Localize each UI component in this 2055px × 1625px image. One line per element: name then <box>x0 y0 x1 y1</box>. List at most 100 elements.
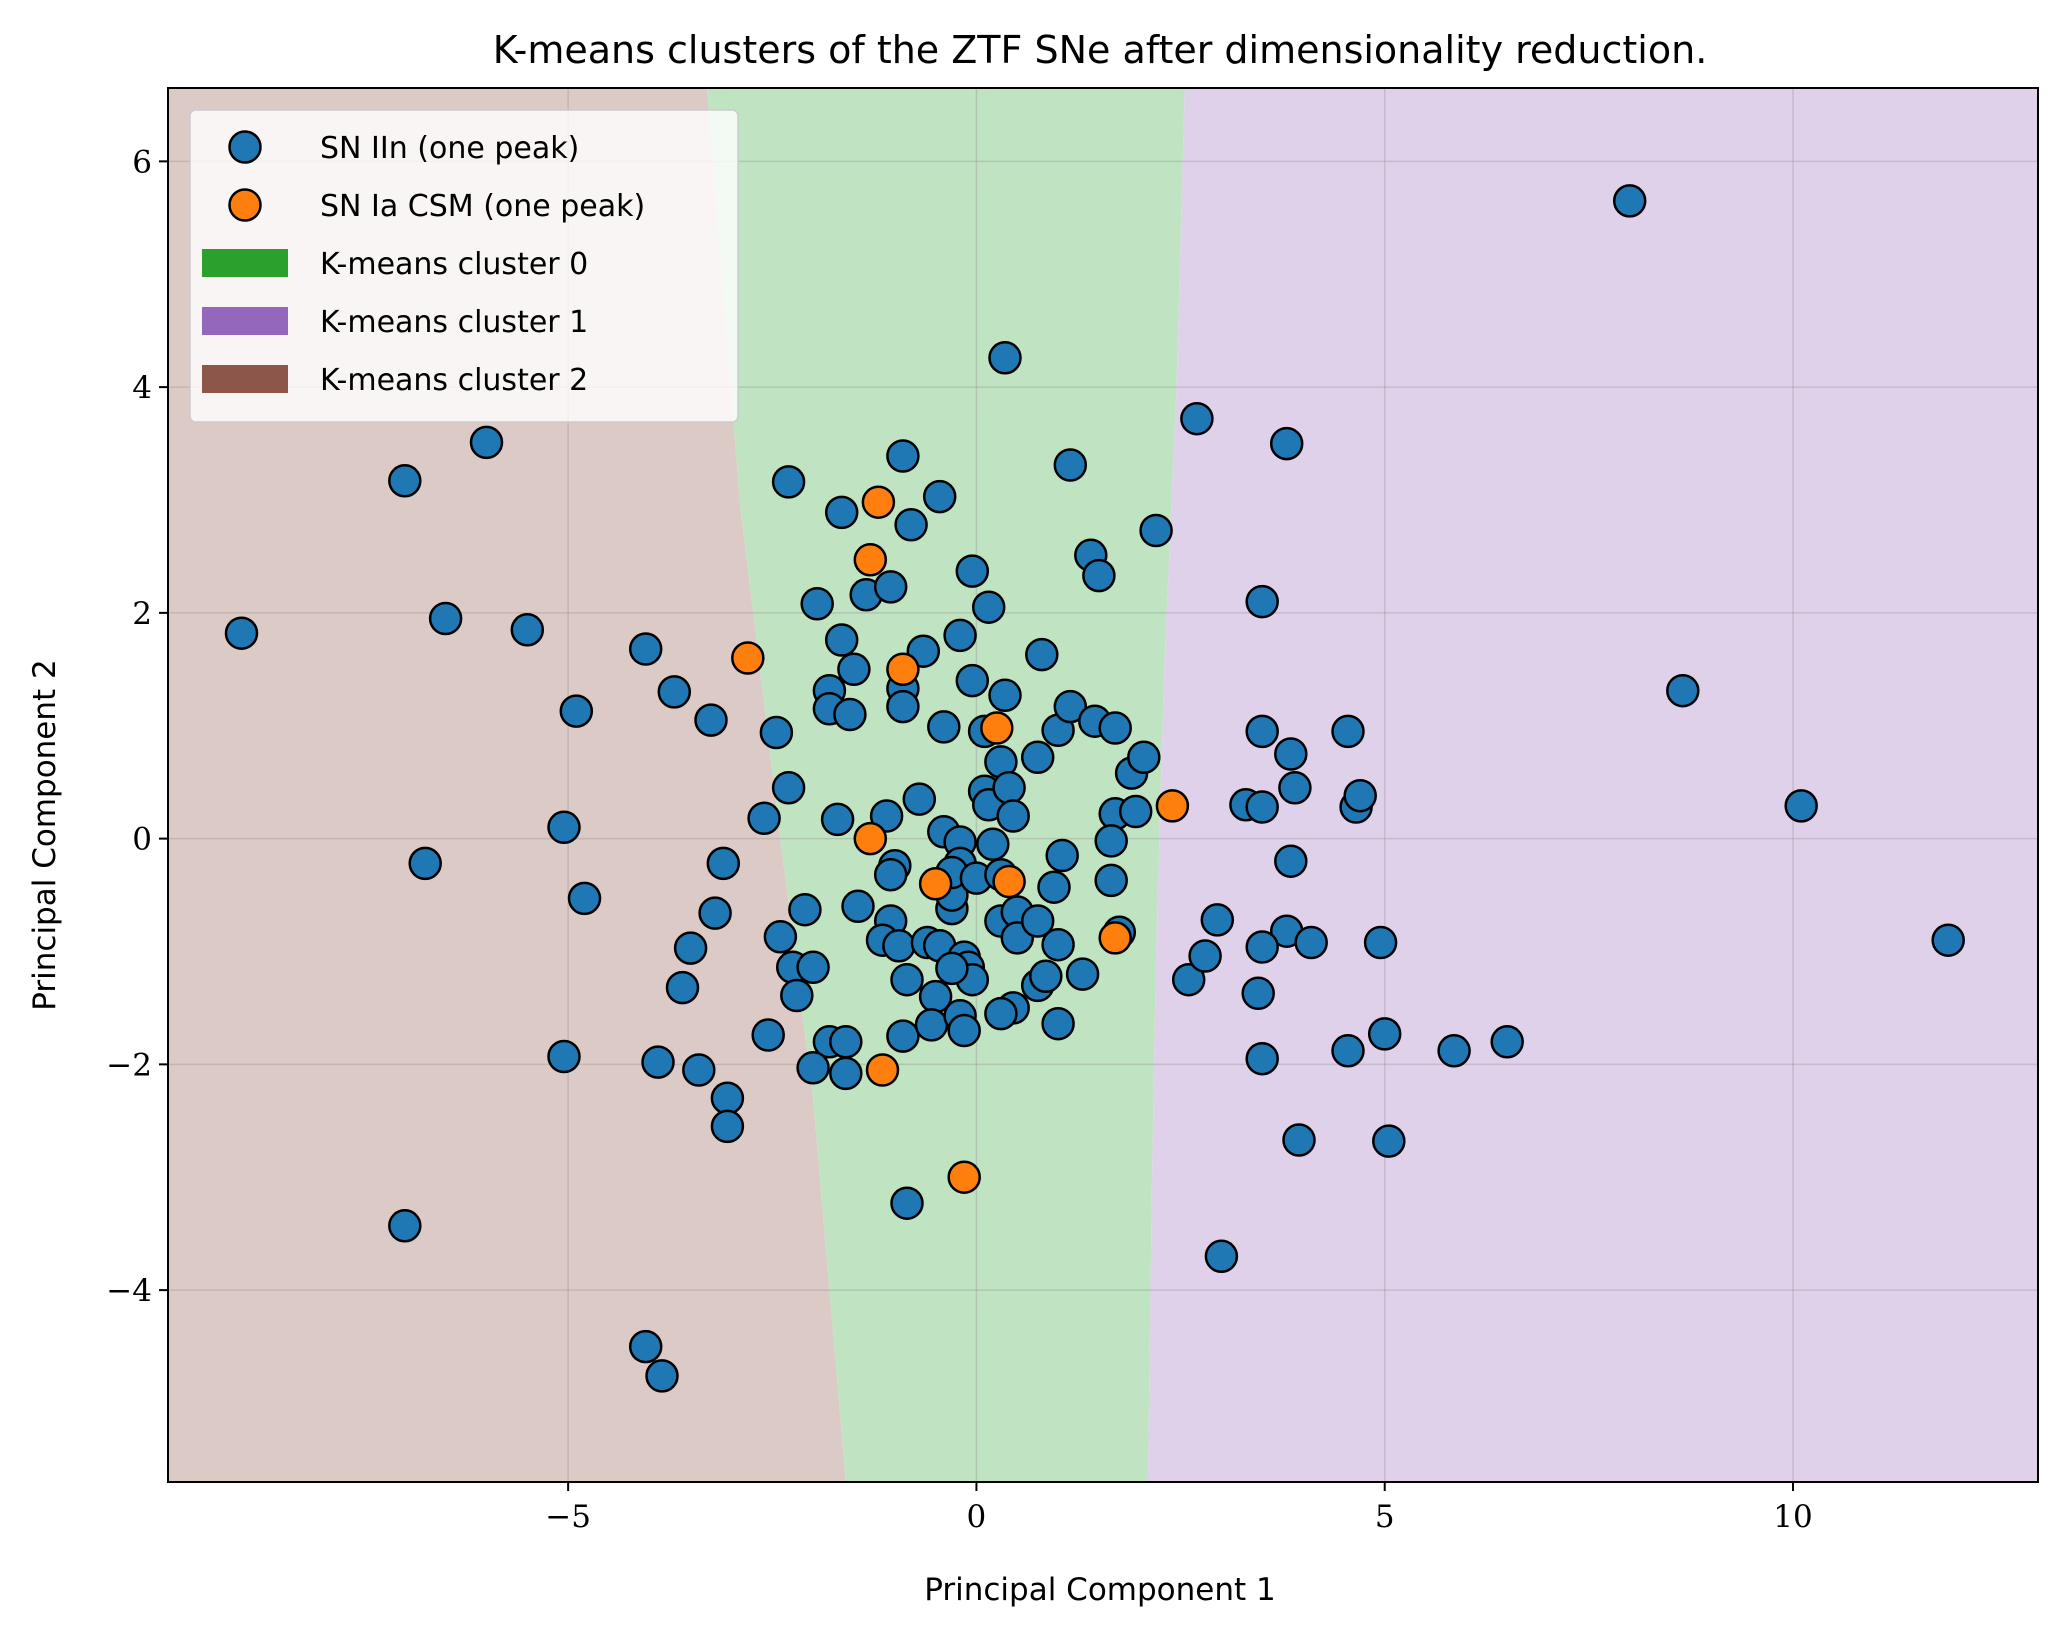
data-point <box>1045 838 1079 873</box>
data-point <box>1241 976 1275 1011</box>
data-point <box>645 1359 679 1393</box>
data-point <box>388 464 422 498</box>
data-point <box>682 1053 716 1087</box>
data-point <box>837 652 871 687</box>
data-point <box>1053 689 1088 724</box>
data-point <box>1245 584 1279 619</box>
legend-label: K-means cluster 2 <box>320 363 588 398</box>
data-point <box>224 616 259 650</box>
data-point <box>882 929 916 963</box>
data-point <box>988 678 1022 713</box>
data-point <box>984 996 1018 1031</box>
data-point <box>547 1039 581 1074</box>
data-point <box>1098 711 1132 745</box>
data-point <box>833 697 867 732</box>
grid <box>168 88 2038 1482</box>
data-point <box>988 341 1022 375</box>
axes-frame <box>167 87 2039 1483</box>
data-point <box>829 1025 863 1059</box>
data-point <box>890 962 924 997</box>
data-point <box>894 508 928 542</box>
y-tick-label: 4 <box>132 370 152 406</box>
data-point <box>976 827 1010 862</box>
legend-label: K-means cluster 1 <box>320 305 588 340</box>
data-point <box>408 846 442 881</box>
legend-label: SN Ia CSM (one peak) <box>320 189 645 224</box>
data-point <box>751 1018 785 1052</box>
data-point <box>1245 790 1279 824</box>
data-point <box>1098 921 1132 955</box>
data-point <box>1245 714 1279 749</box>
data-point <box>559 694 594 728</box>
data-point <box>1666 673 1700 708</box>
data-point <box>747 801 781 836</box>
data-point <box>886 1019 920 1053</box>
x-tick-label: −5 <box>545 1499 591 1535</box>
data-point <box>1294 925 1328 960</box>
data-point <box>1065 957 1100 991</box>
data-point <box>1245 930 1279 964</box>
region-cluster-0 <box>707 88 1185 1482</box>
scatter-points <box>224 184 1965 1393</box>
data-point <box>1029 959 1063 994</box>
legend-label: SN IIn (one peak) <box>320 131 579 166</box>
data-point <box>1200 903 1235 937</box>
data-point <box>1171 962 1206 997</box>
cluster-regions <box>168 88 2038 1482</box>
data-point <box>1053 448 1088 482</box>
data-point <box>873 857 908 892</box>
chart-title: K-means clusters of the ZTF SNe after di… <box>493 28 1708 72</box>
x-axis-label: Principal Component 1 <box>924 1572 1276 1608</box>
data-point <box>1490 1025 1524 1059</box>
data-point <box>886 652 920 687</box>
data-point <box>927 710 961 744</box>
data-point <box>657 675 692 709</box>
data-point <box>865 1053 900 1087</box>
data-point <box>731 641 765 675</box>
data-point <box>771 771 806 805</box>
data-point <box>428 601 463 636</box>
data-point <box>947 1160 981 1194</box>
data-point <box>1127 740 1161 775</box>
data-point <box>788 892 822 927</box>
data-point <box>1274 737 1308 771</box>
data-point <box>1041 1006 1075 1041</box>
data-point <box>873 570 908 604</box>
legend: SN IIn (one peak) SN Ia CSM (one peak) K-m… <box>189 109 739 423</box>
data-point <box>869 799 904 833</box>
legend-label: K-means cluster 0 <box>320 247 588 282</box>
data-point <box>469 425 504 460</box>
y-tick-label: −2 <box>106 1047 152 1083</box>
data-point <box>665 970 700 1005</box>
data-point <box>771 465 806 499</box>
plot-area: −5 0 5 10 −4 −2 0 2 4 6 <box>106 87 2039 1535</box>
data-point <box>886 439 920 473</box>
data-point <box>1020 904 1055 938</box>
data-point <box>547 810 581 845</box>
data-point <box>820 802 855 837</box>
data-point <box>1784 789 1818 823</box>
legend-patch <box>202 249 288 277</box>
data-point <box>1274 844 1308 878</box>
data-point <box>861 485 896 519</box>
series-sn-iin <box>224 184 1965 1393</box>
data-point <box>824 623 859 657</box>
data-point <box>935 951 969 986</box>
data-point <box>710 1109 745 1144</box>
data-point <box>763 920 798 954</box>
data-point <box>567 881 602 916</box>
data-point <box>1612 184 1647 218</box>
data-point <box>759 715 794 750</box>
data-point <box>922 479 957 514</box>
data-point <box>628 1329 663 1364</box>
data-point <box>710 1081 745 1115</box>
data-point <box>1020 740 1055 775</box>
region-cluster-2 <box>168 88 846 1482</box>
data-point <box>853 821 888 856</box>
y-tick-label: 2 <box>132 596 152 632</box>
data-point <box>890 1186 924 1220</box>
data-point <box>1118 794 1153 829</box>
data-point <box>780 978 814 1013</box>
y-axis-label: Principal Component 2 <box>27 659 63 1011</box>
